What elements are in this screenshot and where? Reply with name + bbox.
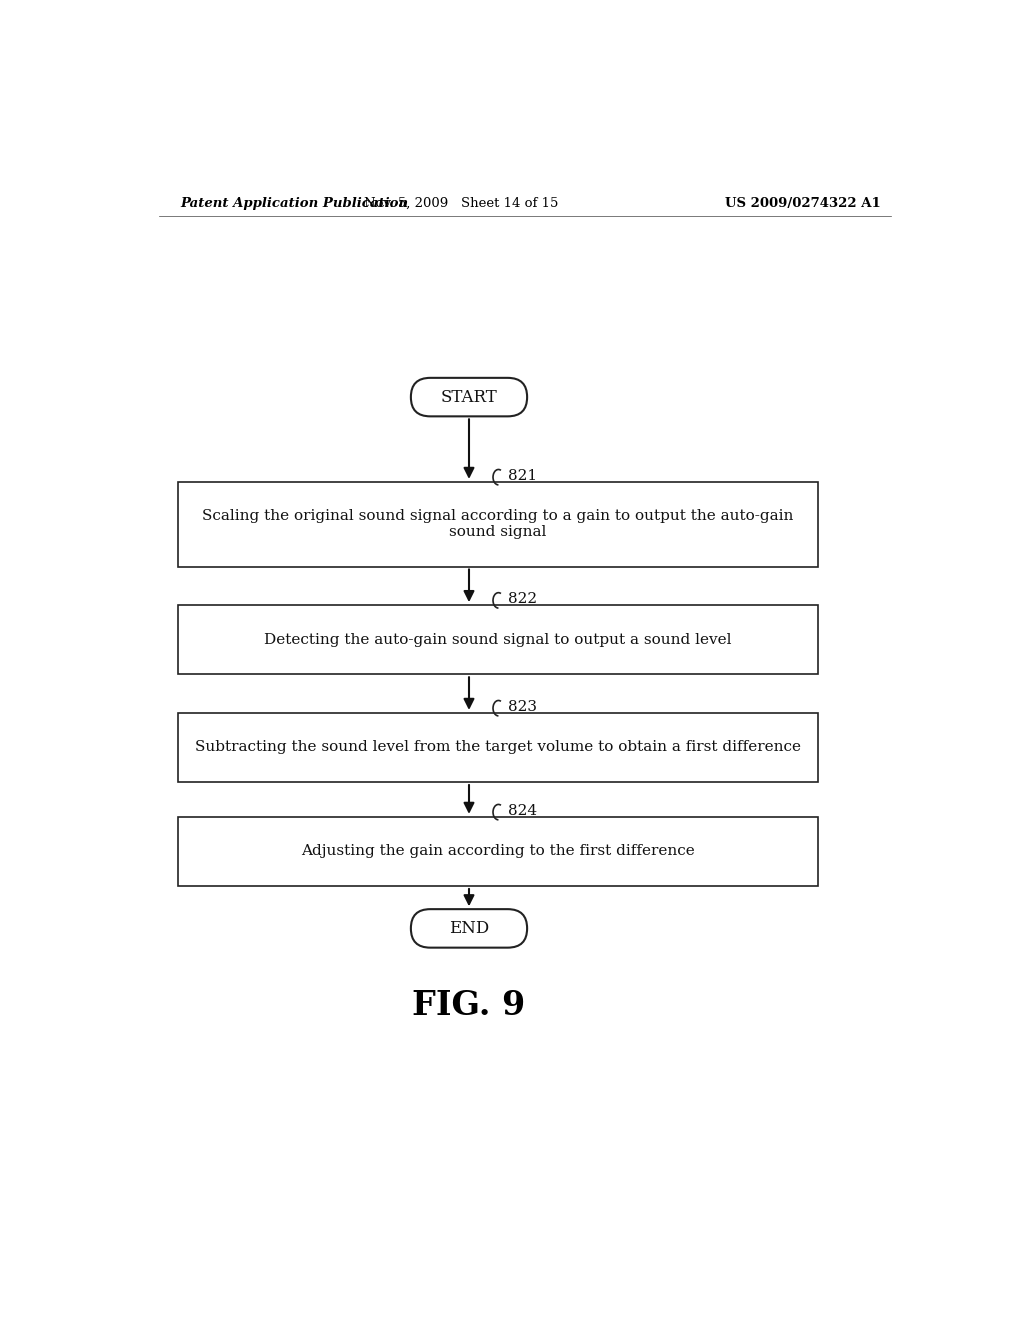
Text: 822: 822 <box>508 591 537 606</box>
Text: Patent Application Publication: Patent Application Publication <box>180 197 409 210</box>
Text: Nov. 5, 2009   Sheet 14 of 15: Nov. 5, 2009 Sheet 14 of 15 <box>365 197 558 210</box>
Text: US 2009/0274322 A1: US 2009/0274322 A1 <box>725 197 881 210</box>
Text: 821: 821 <box>508 469 537 483</box>
Bar <box>178 605 818 675</box>
Text: Detecting the auto-gain sound signal to output a sound level: Detecting the auto-gain sound signal to … <box>264 632 732 647</box>
FancyBboxPatch shape <box>411 378 527 416</box>
Bar <box>178 713 818 781</box>
Text: Subtracting the sound level from the target volume to obtain a first difference: Subtracting the sound level from the tar… <box>195 741 801 755</box>
Text: Scaling the original sound signal according to a gain to output the auto-gain
so: Scaling the original sound signal accord… <box>203 510 794 540</box>
Text: 824: 824 <box>508 804 537 817</box>
FancyBboxPatch shape <box>411 909 527 948</box>
Bar <box>178 482 818 566</box>
Text: END: END <box>449 920 489 937</box>
Text: START: START <box>440 388 498 405</box>
Text: Adjusting the gain according to the first difference: Adjusting the gain according to the firs… <box>301 845 695 858</box>
Text: 823: 823 <box>508 700 537 714</box>
Text: FIG. 9: FIG. 9 <box>413 989 525 1022</box>
Bar <box>178 817 818 886</box>
